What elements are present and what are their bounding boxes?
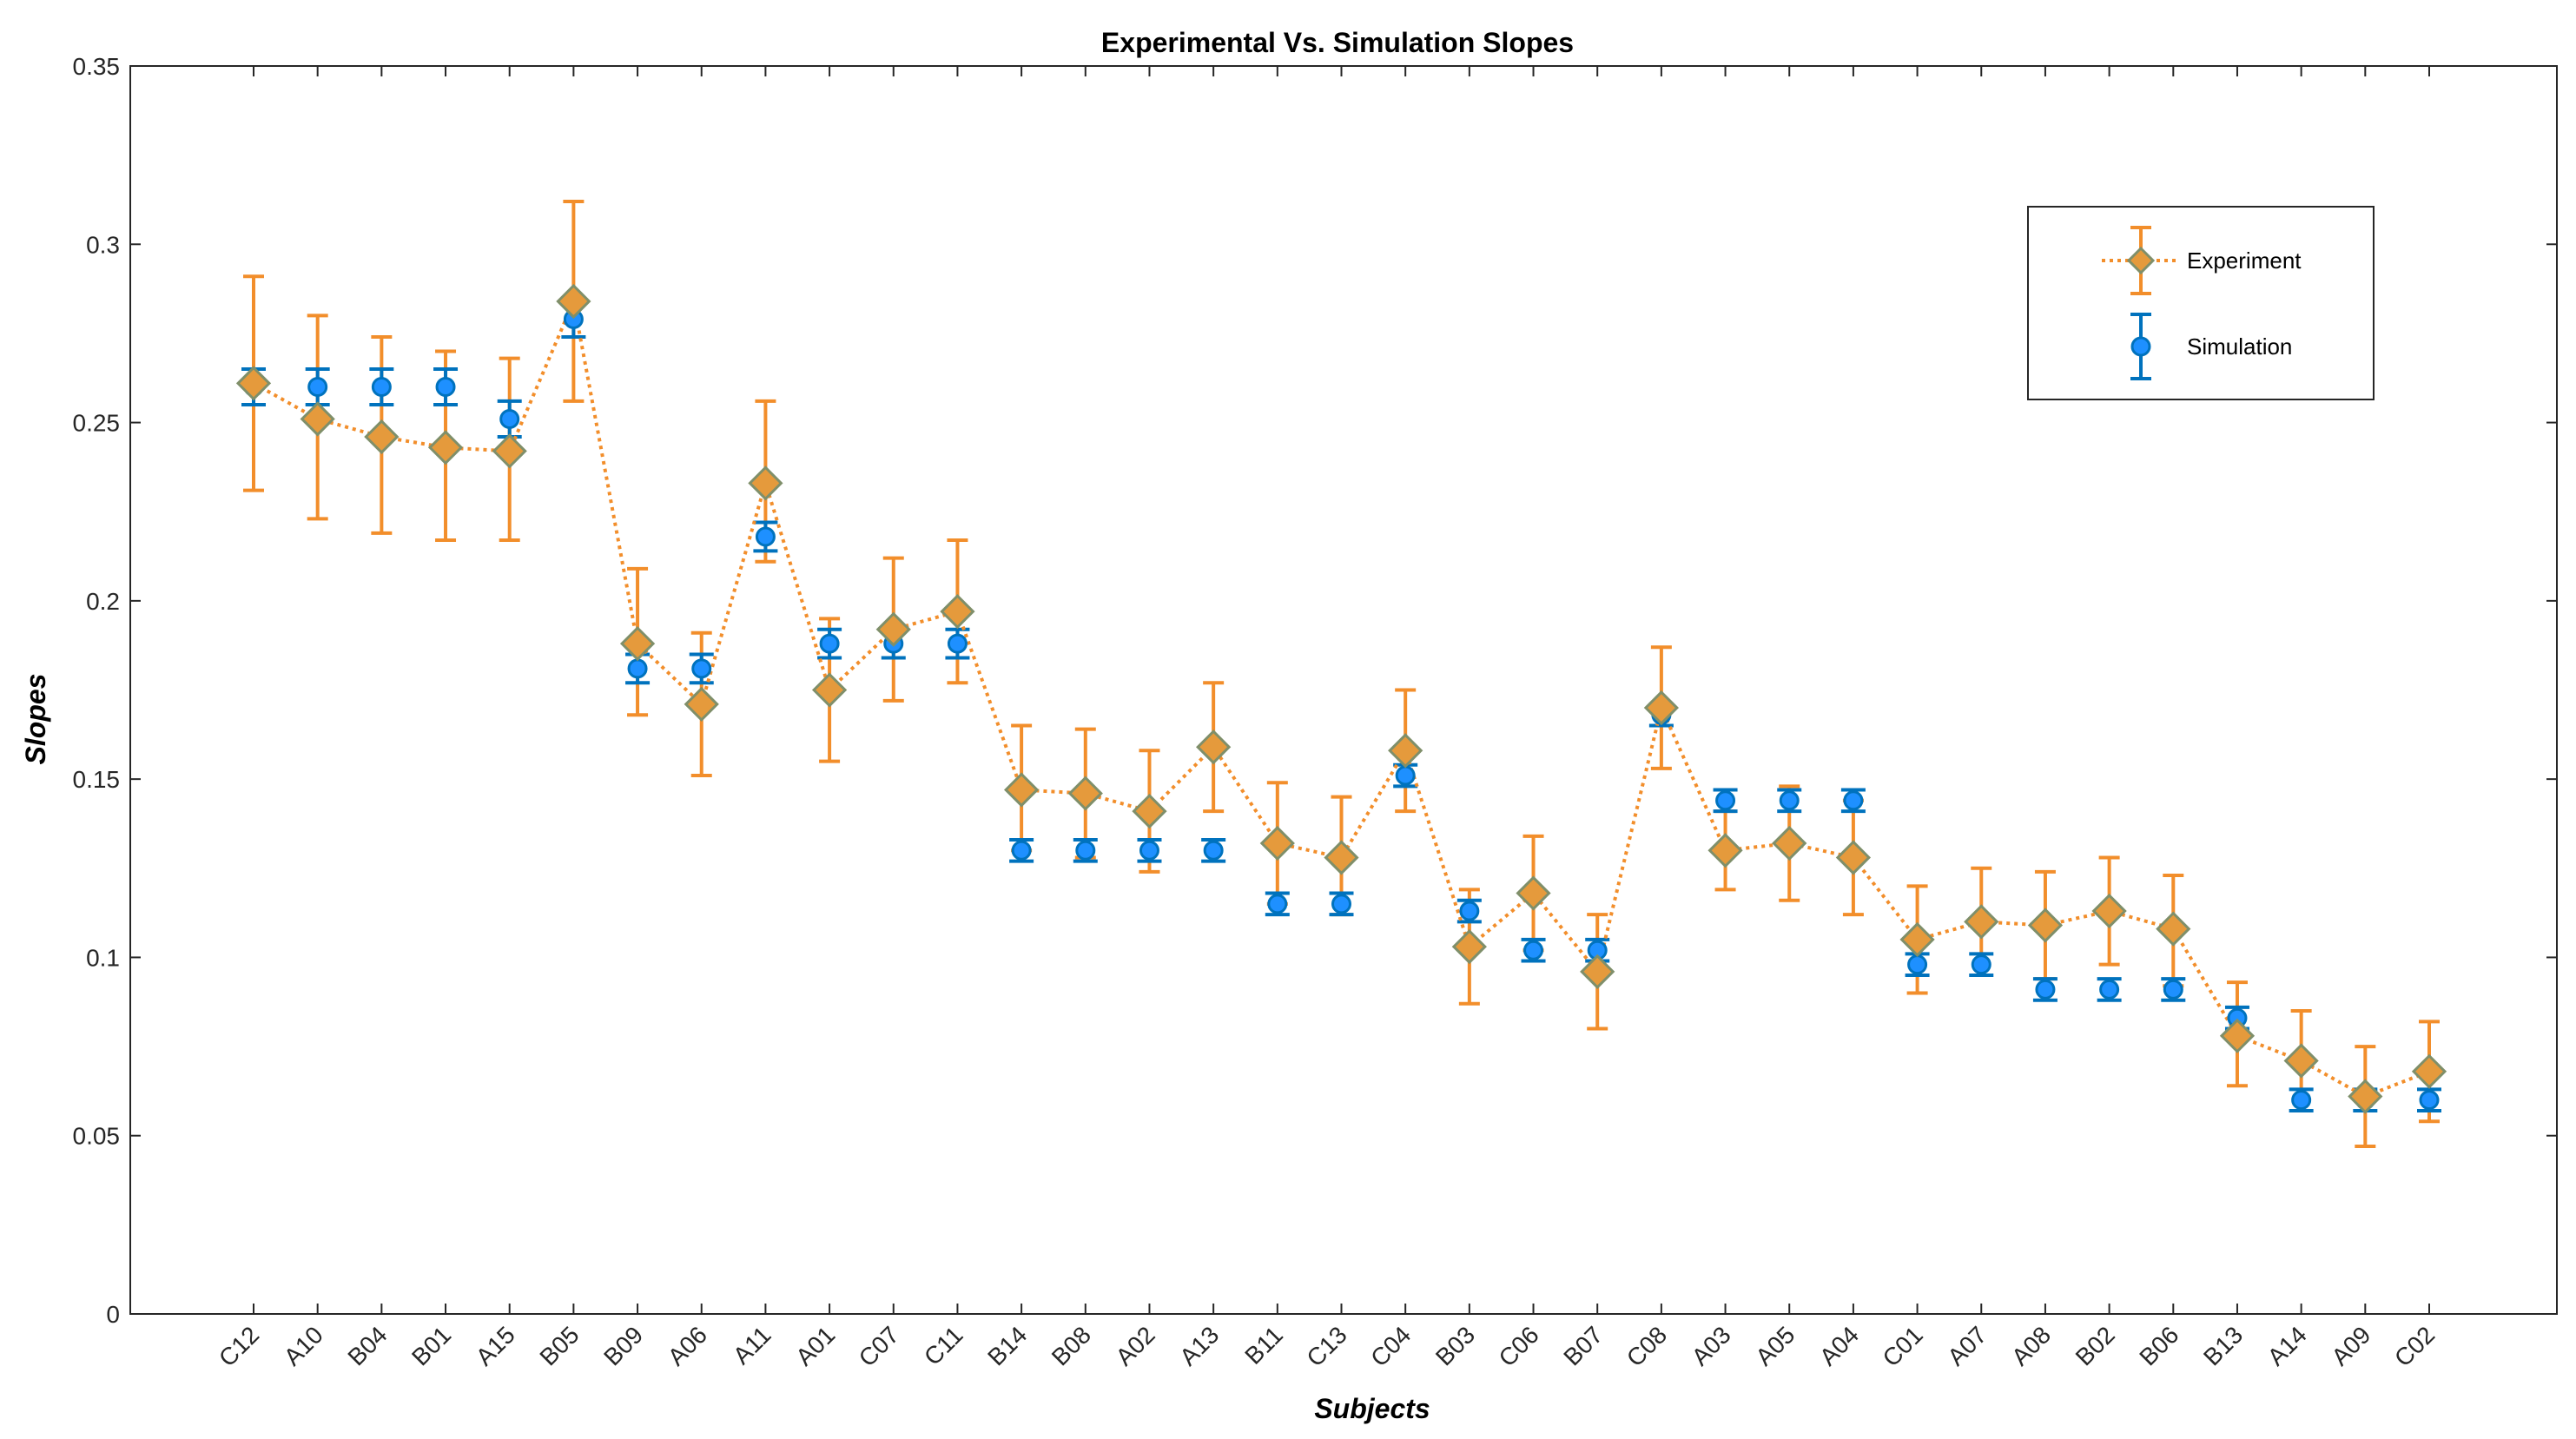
y-tick-label: 0.1 bbox=[86, 944, 120, 971]
y-tick-label: 0.15 bbox=[73, 766, 121, 793]
experiment-point bbox=[1964, 904, 1999, 940]
y-axis: 0 0.05 0.1 0.15 0.2 0.25 0.3 0.35 bbox=[73, 53, 2557, 1328]
y-tick-label: 0.05 bbox=[73, 1123, 121, 1150]
legend-experiment-marker bbox=[2126, 246, 2156, 275]
simulation-point bbox=[1139, 840, 1159, 861]
experiment-point bbox=[1835, 840, 1872, 875]
experiment-point bbox=[940, 594, 975, 630]
y-tick-label: 0.35 bbox=[73, 53, 121, 80]
experiment-point bbox=[2283, 1043, 2319, 1079]
experiment-point bbox=[1643, 690, 1680, 726]
legend-simulation-label: Simulation bbox=[2187, 333, 2292, 360]
experiment-point bbox=[1067, 776, 1103, 811]
experiment-point bbox=[2027, 908, 2064, 943]
simulation-point bbox=[947, 633, 968, 654]
chart-title: Experimental Vs. Simulation Slopes bbox=[1101, 27, 1574, 58]
experiment-point bbox=[1772, 825, 1807, 861]
simulation-point bbox=[1331, 894, 1351, 914]
experiment-point bbox=[1580, 954, 1615, 989]
simulation-point bbox=[1075, 840, 1096, 861]
simulation-point bbox=[1267, 894, 1288, 914]
experiment-point bbox=[556, 283, 591, 320]
experiment-point bbox=[2156, 911, 2191, 947]
experiment-point bbox=[2411, 1053, 2447, 1089]
simulation-point bbox=[435, 377, 456, 398]
legend: Experiment Simulation bbox=[2027, 206, 2375, 400]
experiment-point bbox=[684, 686, 719, 723]
simulation-point bbox=[691, 658, 712, 679]
simulation-point bbox=[2099, 979, 2120, 1000]
experiment-point bbox=[235, 366, 272, 401]
experiment-point bbox=[875, 611, 911, 647]
experiment-point bbox=[300, 401, 335, 437]
experiment-point bbox=[1451, 928, 1487, 965]
y-tick-label: 0 bbox=[106, 1301, 120, 1328]
experiment-point bbox=[2219, 1018, 2256, 1053]
simulation-point bbox=[2035, 979, 2056, 1000]
simulation-point bbox=[371, 377, 392, 398]
experiment-point bbox=[619, 626, 656, 662]
experiment-point bbox=[1388, 733, 1423, 769]
y-tick-label: 0.3 bbox=[86, 231, 120, 258]
simulation-point bbox=[1203, 840, 1224, 861]
simulation-points bbox=[243, 309, 2440, 1111]
simulation-point bbox=[2163, 979, 2183, 1000]
y-tick-label: 0.25 bbox=[73, 410, 121, 437]
simulation-point bbox=[627, 658, 648, 679]
legend-experiment-label: Experiment bbox=[2187, 248, 2302, 274]
simulation-point bbox=[307, 377, 328, 398]
simulation-point bbox=[2291, 1090, 2312, 1111]
simulation-point bbox=[1907, 954, 1928, 975]
experiment-point bbox=[1259, 825, 1295, 861]
experiment-point bbox=[811, 672, 848, 708]
simulation-point bbox=[1779, 790, 1800, 811]
experiment-point bbox=[1132, 793, 1167, 829]
simulation-point bbox=[1715, 790, 1736, 811]
experiment-point bbox=[1516, 875, 1551, 911]
simulation-point bbox=[499, 408, 520, 429]
legend-box bbox=[2027, 206, 2375, 400]
simulation-point bbox=[1395, 765, 1416, 786]
simulation-point bbox=[819, 633, 840, 654]
experiment-point bbox=[748, 465, 783, 501]
legend-simulation-marker bbox=[2130, 336, 2151, 357]
y-tick-label: 0.2 bbox=[86, 588, 120, 615]
experiment-point bbox=[364, 419, 400, 455]
simulation-point bbox=[1459, 901, 1480, 921]
experiment-point bbox=[2348, 1079, 2383, 1114]
experiment-point bbox=[1196, 729, 1232, 765]
experiment-point bbox=[2091, 893, 2127, 929]
x-axis-label: Subjects bbox=[1314, 1393, 1430, 1424]
experiment-point bbox=[492, 433, 527, 469]
simulation-point bbox=[2419, 1090, 2440, 1111]
simulation-point bbox=[1523, 940, 1544, 960]
simulation-point bbox=[1843, 790, 1864, 811]
experiment-point bbox=[1003, 772, 1040, 808]
experiment-point bbox=[1324, 840, 1359, 875]
experiment-point bbox=[427, 430, 464, 465]
experiment-point bbox=[1899, 921, 1935, 958]
simulation-point bbox=[1011, 840, 1032, 861]
experiment-point bbox=[1707, 833, 1743, 868]
simulation-point bbox=[1971, 954, 1991, 975]
experiment-points bbox=[235, 283, 2447, 1114]
y-axis-label: Slopes bbox=[20, 674, 51, 765]
simulation-point bbox=[755, 526, 776, 547]
